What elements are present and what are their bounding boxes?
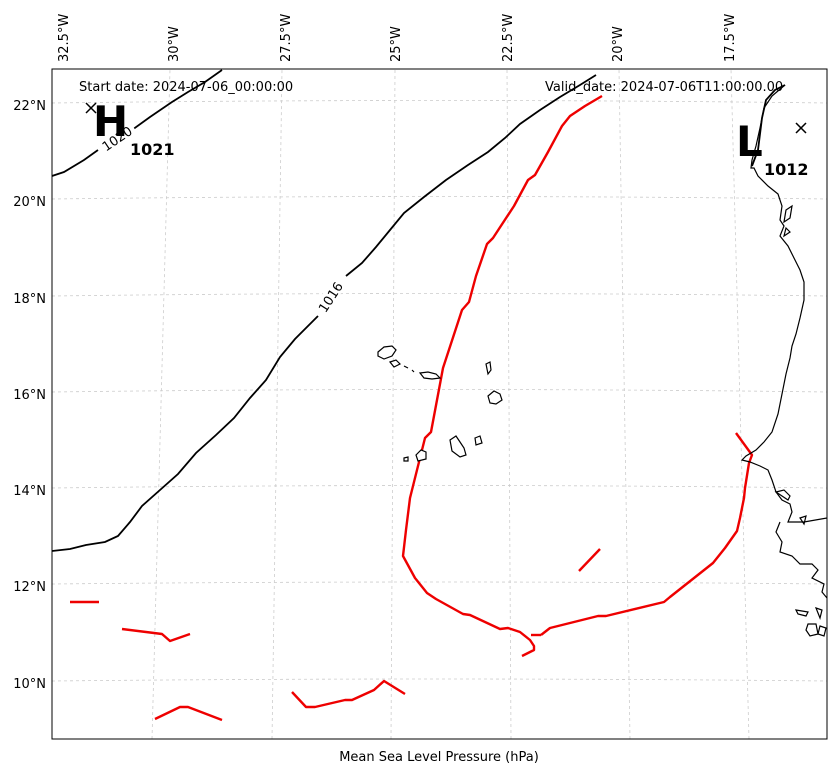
- meridian-line: [730, 69, 750, 739]
- pressure-centers: H 1021 L 1012: [85, 97, 809, 179]
- parallel-line: [52, 196, 827, 200]
- gambia-detail: [774, 489, 807, 526]
- latitude-labels: 22°N 20°N 18°N 16°N 14°N 12°N 10°N: [13, 99, 46, 692]
- isobar-1020: [52, 69, 223, 177]
- high-center-value: 1021: [130, 140, 175, 159]
- island-santiago: [449, 435, 467, 458]
- valid-date-label: Valid_date: 2024-07-06T11:00:00.00: [545, 80, 783, 95]
- low-center-marker: [795, 122, 807, 134]
- red-contour-main: [401, 94, 603, 658]
- high-center-marker: [85, 102, 97, 114]
- island-maio: [474, 435, 483, 446]
- meridian-line: [271, 69, 283, 739]
- lat-label: 22°N: [13, 99, 46, 114]
- lon-label: 25°W: [389, 26, 404, 62]
- island-sal: [485, 361, 492, 376]
- lon-label: 20°W: [611, 26, 626, 62]
- island-santo-antao: [377, 345, 397, 360]
- isobar-1016: [52, 74, 597, 552]
- africa-coastline: [740, 84, 827, 523]
- lon-label: 32.5°W: [57, 14, 72, 62]
- start-date-label: Start date: 2024-07-06_00:00:00: [79, 80, 293, 95]
- africa-coastline-south: [775, 521, 827, 599]
- lat-label: 10°N: [13, 677, 46, 692]
- map-caption: Mean Sea Level Pressure (hPa): [339, 750, 539, 765]
- parallel-line: [52, 100, 827, 104]
- red-contour-segment: [291, 679, 406, 709]
- lon-label: 22.5°W: [501, 14, 516, 62]
- longitude-labels: 32.5°W 30°W 27.5°W 25°W 22.5°W 20°W 17.5…: [57, 14, 738, 62]
- parallel-line: [52, 581, 827, 585]
- parallel-line: [52, 293, 827, 297]
- parallel-line: [52, 389, 827, 393]
- lat-label: 18°N: [13, 292, 46, 307]
- meridian-line: [151, 69, 171, 739]
- red-contour-segment: [121, 627, 191, 643]
- low-center-letter: L: [736, 117, 763, 166]
- red-contour-segment: [154, 705, 223, 722]
- island-sao-vicente: [388, 359, 402, 368]
- lat-label: 14°N: [13, 484, 46, 499]
- lat-label: 12°N: [13, 580, 46, 595]
- lon-label: 30°W: [167, 26, 182, 62]
- red-contour-main-south: [540, 432, 754, 636]
- island-fogo: [415, 449, 427, 462]
- highlighted-contours: [70, 94, 754, 722]
- island-santa-luzia: [403, 365, 415, 373]
- island-boa-vista: [487, 390, 503, 405]
- meridian-line: [390, 69, 396, 739]
- low-center-value: 1012: [764, 160, 809, 179]
- map-area: [52, 69, 827, 739]
- coastlines: [740, 84, 827, 637]
- meridian-line: [618, 69, 631, 739]
- cape-verde-islands: [377, 345, 503, 462]
- lat-label: 20°N: [13, 195, 46, 210]
- parallel-line: [52, 678, 827, 682]
- lon-label: 27.5°W: [279, 14, 294, 62]
- coast-islands-east: [783, 204, 827, 637]
- lat-label: 16°N: [13, 388, 46, 403]
- island-sao-nicolau: [418, 371, 442, 380]
- meridian-line: [506, 69, 512, 739]
- high-center-letter: H: [93, 97, 128, 146]
- red-contour-segment: [578, 548, 601, 572]
- map-frame: [51, 68, 828, 740]
- lon-label: 17.5°W: [723, 14, 738, 62]
- island-brava: [403, 456, 409, 462]
